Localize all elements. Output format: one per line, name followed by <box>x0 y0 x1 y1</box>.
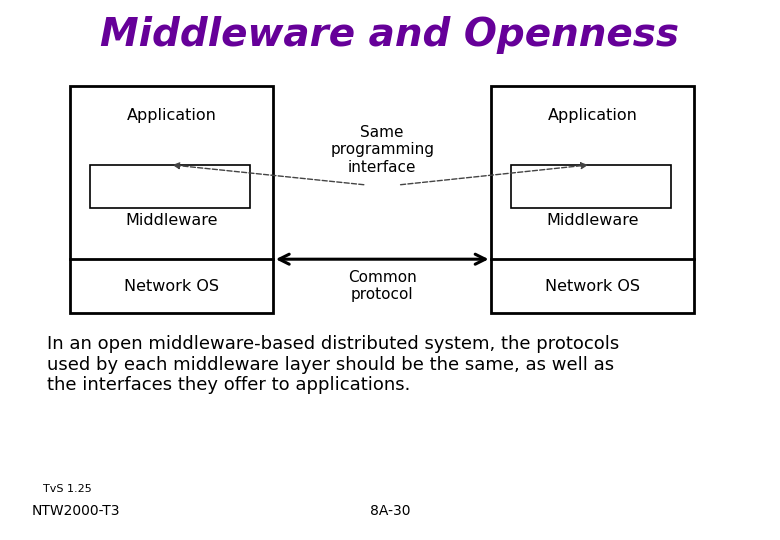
Text: TvS 1.25: TvS 1.25 <box>43 484 92 494</box>
Text: Application: Application <box>126 108 217 123</box>
Text: Common
protocol: Common protocol <box>348 270 417 302</box>
Text: NTW2000-T3: NTW2000-T3 <box>31 504 119 518</box>
Text: Application: Application <box>548 108 638 123</box>
Text: Middleware: Middleware <box>547 213 639 228</box>
Bar <box>511 165 671 208</box>
Text: Middleware: Middleware <box>126 213 218 228</box>
Bar <box>90 165 250 208</box>
Text: Same
programming
interface: Same programming interface <box>330 125 434 175</box>
Text: Middleware and Openness: Middleware and Openness <box>101 16 679 54</box>
Bar <box>491 86 694 313</box>
Text: Network OS: Network OS <box>545 279 640 294</box>
Text: In an open middleware-based distributed system, the protocols
used by each middl: In an open middleware-based distributed … <box>47 335 619 394</box>
Bar <box>70 86 273 313</box>
Text: 8A-30: 8A-30 <box>370 504 410 518</box>
Text: Network OS: Network OS <box>124 279 219 294</box>
